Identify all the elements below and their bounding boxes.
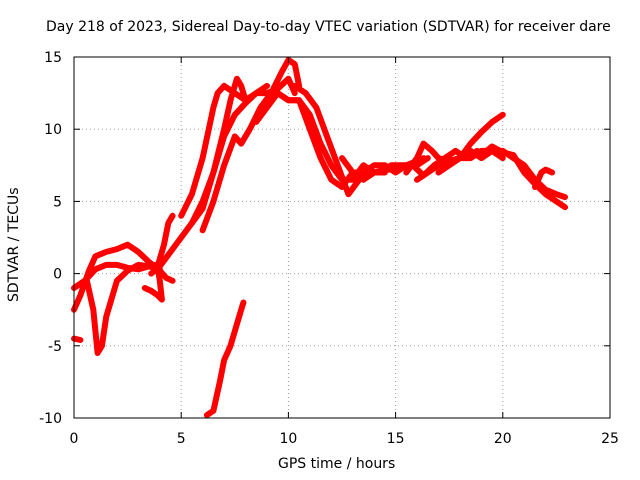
x-tick-label: 15 (387, 431, 405, 447)
series-line-prn-s (203, 299, 247, 419)
x-tick-label: 0 (70, 431, 79, 447)
series-line-prn-d (83, 261, 163, 356)
series-line-prn-g (178, 82, 270, 219)
series-line-prn-e (141, 212, 176, 303)
y-tick-label: -10 (39, 411, 62, 427)
plot-frame (73, 56, 611, 419)
y-axis-label: SDTVAR / TECUs (6, 187, 22, 302)
y-tick-label: 15 (44, 50, 62, 66)
y-tick-label: 10 (44, 122, 62, 138)
series-line-prn-h (188, 75, 298, 227)
x-tick-label: 5 (177, 431, 186, 447)
x-tick-label: 25 (601, 431, 619, 447)
series-line-prn-r (532, 166, 556, 190)
x-tick-label: 10 (279, 431, 297, 447)
y-tick-label: 5 (53, 194, 62, 210)
x-tick-label: 20 (494, 431, 512, 447)
series-line-prn-i (199, 56, 303, 234)
series-line-prn-q (478, 143, 568, 211)
axis-ticks: 0 5 10 15 20 25 -10 -5 0 5 10 15 (39, 50, 619, 447)
series-group (71, 56, 568, 419)
y-tick-label: -5 (48, 339, 62, 355)
series-line-prn-c (71, 335, 84, 343)
y-tick-label: 0 (53, 267, 62, 283)
grid-lines (74, 57, 610, 418)
chart-title-text: Day 218 of 2023, Sidereal Day-to-day VTE… (46, 19, 611, 35)
series-line-prn-j (253, 90, 388, 183)
x-axis-label-text: GPS time / hours (278, 456, 396, 472)
